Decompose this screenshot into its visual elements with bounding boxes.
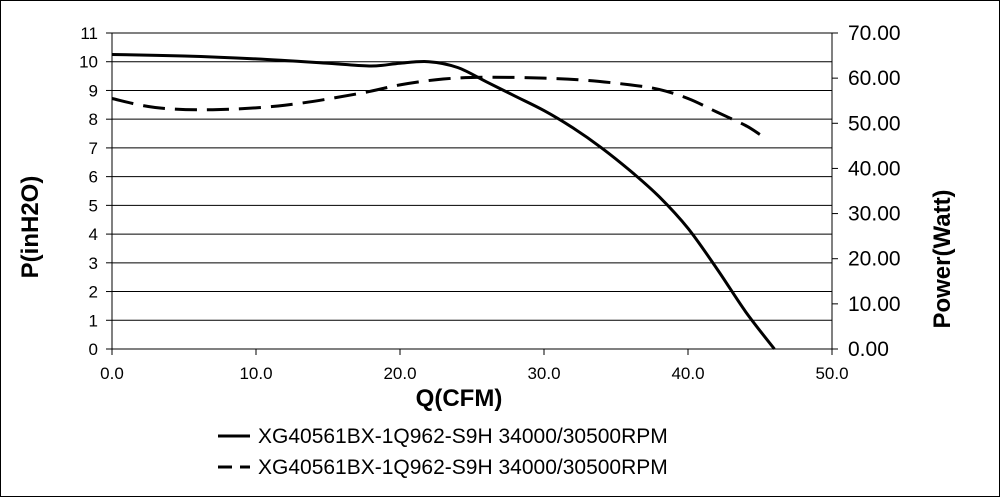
right-tick-label: 0.00 <box>848 338 889 361</box>
legend-label-pressure: XG40561BX-1Q962-S9H 34000/30500RPM <box>258 425 668 448</box>
right-tick-label: 60.00 <box>848 67 901 90</box>
x-tick-label: 50.0 <box>815 364 848 383</box>
series-pressure-line <box>111 53 776 350</box>
left-tick-label: 11 <box>80 24 98 43</box>
right-tick-label: 40.00 <box>848 157 901 180</box>
right-tick-label: 70.00 <box>848 22 901 45</box>
left-tick-label: 0 <box>89 340 98 359</box>
left-tick-label: 7 <box>89 139 98 158</box>
left-tick-label: 1 <box>89 311 98 330</box>
left-tick-label: 6 <box>89 168 98 187</box>
right-axis-title: Power(Watt) <box>929 189 956 328</box>
right-tick-label: 20.00 <box>848 248 901 271</box>
series-lines <box>111 53 776 350</box>
right-tick-label: 10.00 <box>848 293 901 316</box>
gridlines <box>111 32 833 350</box>
x-tick-label: 0.0 <box>100 364 124 383</box>
right-tick-label: 50.00 <box>848 112 901 135</box>
x-tick-label: 40.0 <box>671 364 704 383</box>
left-tick-label: 10 <box>79 53 98 72</box>
right-axis-ticks: 0.00 10.00 20.00 30.00 40.00 50.00 60.00 70.00 <box>832 22 901 361</box>
left-axis-ticks: 0 1 2 3 4 5 6 7 8 9 10 11 <box>79 24 112 359</box>
left-tick-label: 9 <box>89 81 98 100</box>
series-power-line <box>111 75 761 136</box>
legend-label-power: XG40561BX-1Q962-S9H 34000/30500RPM <box>258 456 668 479</box>
x-tick-label: 30.0 <box>527 364 560 383</box>
left-tick-label: 3 <box>89 254 98 273</box>
x-tick-label: 10.0 <box>239 364 272 383</box>
x-tick-label: 20.0 <box>383 364 416 383</box>
left-tick-label: 2 <box>89 283 98 302</box>
left-tick-label: 4 <box>89 225 98 244</box>
right-tick-label: 30.00 <box>848 203 901 226</box>
left-axis-title: P(inH2O) <box>17 176 44 279</box>
legend: XG40561BX-1Q962-S9H 34000/30500RPM XG405… <box>218 425 668 479</box>
x-axis-ticks: 0.0 10.0 20.0 30.0 40.0 50.0 <box>100 349 849 383</box>
x-axis-title: Q(CFM) <box>416 385 503 412</box>
left-tick-label: 5 <box>89 196 98 215</box>
left-tick-label: 8 <box>89 110 98 129</box>
